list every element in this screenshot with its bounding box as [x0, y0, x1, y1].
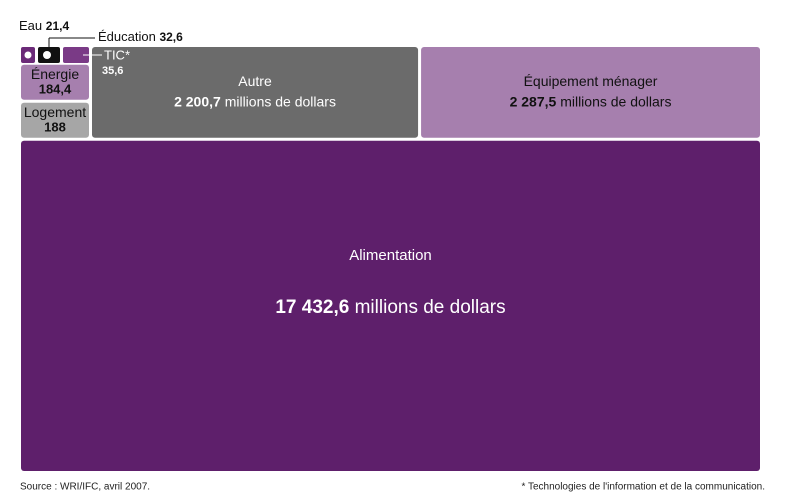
- footnote: * Technologies de l'information et de la…: [521, 482, 765, 493]
- treemap-cell: [63, 47, 89, 63]
- cell-value: 35,6: [102, 65, 123, 77]
- icon: [43, 51, 51, 59]
- value-label: 21,4: [46, 19, 70, 33]
- icon: [24, 51, 32, 59]
- treemap-cell: [21, 140, 760, 471]
- unit-label: millions de dollars: [225, 93, 336, 109]
- unit-label: millions de dollars: [560, 93, 671, 109]
- cell-value: 2 200,7 millions de dollars: [174, 93, 336, 109]
- cell-value: 17 432,6 millions de dollars: [275, 297, 505, 318]
- unit-label: millions de dollars: [355, 297, 506, 318]
- treemap-cell: [21, 102, 89, 138]
- cell-label: Logement: [24, 104, 86, 120]
- treemap-cell: [21, 64, 89, 100]
- cell-label: Alimentation: [349, 247, 432, 264]
- category-label: Eau: [19, 18, 42, 33]
- value-label: 32,6: [159, 30, 183, 44]
- cell-label: Éducation 32,6: [98, 29, 183, 44]
- treemap-cell: [92, 47, 419, 138]
- cell-value: 2 287,5 millions de dollars: [510, 93, 672, 109]
- source: Source : WRI/IFC, avril 2007.: [20, 482, 150, 493]
- cell-value: 188: [44, 120, 66, 135]
- value-label: 17 432,6: [275, 297, 349, 318]
- cell-label: TIC*: [104, 47, 130, 62]
- cell-label: Autre: [238, 73, 272, 89]
- cell-label: Énergie: [31, 66, 79, 82]
- cell-label: Eau 21,4: [19, 18, 69, 33]
- category-label: Éducation: [98, 29, 156, 44]
- value-label: 2 287,5: [510, 93, 557, 109]
- cell-value: 184,4: [39, 82, 72, 97]
- value-label: 2 200,7: [174, 93, 221, 109]
- cell-label: Équipement ménager: [524, 73, 658, 89]
- treemap-cell: [421, 47, 760, 138]
